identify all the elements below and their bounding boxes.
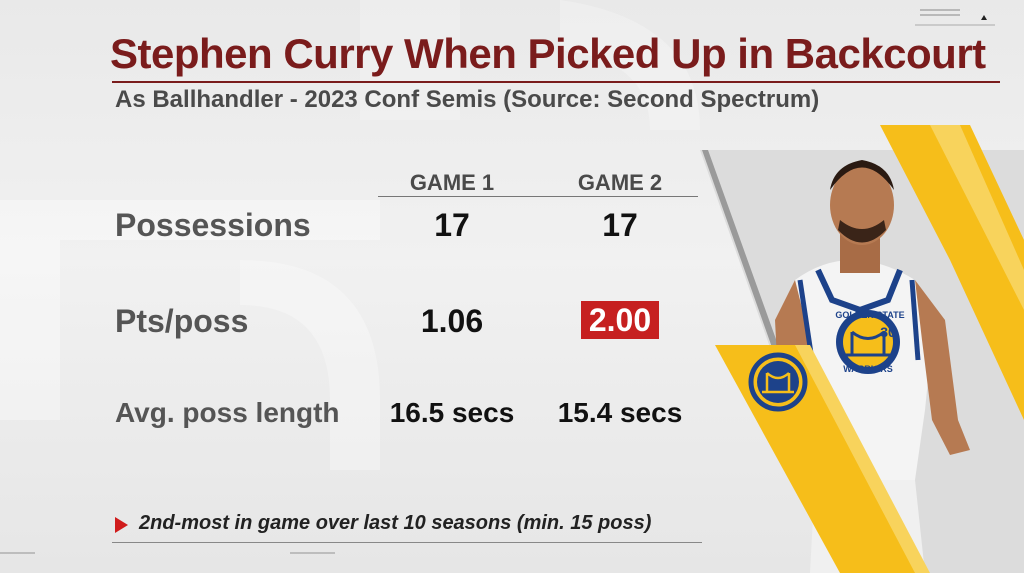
triangle-right-icon: [115, 517, 128, 533]
cell-avg-poss-length-game-1: 16.5 secs: [389, 397, 515, 428]
svg-text:WARRIORS: WARRIORS: [843, 364, 893, 374]
highlight-badge: 2.00: [580, 301, 660, 339]
title-underline: [112, 81, 1000, 83]
footnote-text: 2nd-most in game over last 10 seasons (m…: [139, 512, 652, 534]
row-label-avg-poss-length: Avg. poss length: [115, 397, 340, 428]
cell-possessions-game-2: 17: [602, 207, 638, 243]
cell-pts-poss-game-1: 1.06: [420, 303, 484, 339]
row-label-possessions: Possessions: [115, 207, 311, 243]
page-title: Stephen Curry When Picked Up in Backcour…: [110, 30, 986, 77]
footnote-divider: [112, 542, 702, 543]
cell-pts-poss-game-2: 2.00: [540, 301, 700, 339]
column-header-game-1: GAME 1: [409, 170, 495, 195]
player-photo: GOLDEN STATE 30 WARRIORS: [700, 125, 1024, 573]
svg-text:GOLDEN STATE: GOLDEN STATE: [835, 310, 904, 320]
page-subtitle: As Ballhandler - 2023 Conf Semis (Source…: [115, 86, 820, 113]
column-header-game-2: GAME 2: [577, 170, 663, 195]
row-label-pts-poss: Pts/poss: [115, 303, 249, 339]
header-divider: [378, 196, 698, 197]
svg-text:30: 30: [880, 324, 896, 340]
cell-possessions-game-1: 17: [434, 207, 470, 243]
cell-avg-poss-length-game-2: 15.4 secs: [557, 397, 683, 428]
menu-lines-icon: [915, 9, 995, 26]
